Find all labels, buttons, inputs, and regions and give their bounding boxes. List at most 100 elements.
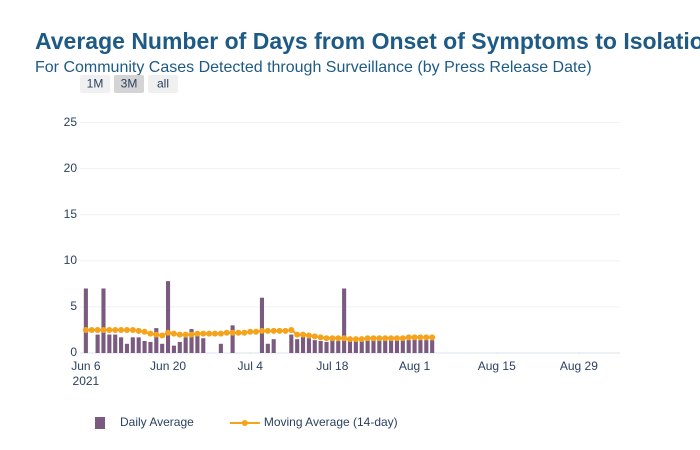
line-marker (112, 326, 119, 333)
y-tick-label: 10 (64, 253, 78, 267)
range-button[interactable]: all (148, 75, 178, 93)
bar (318, 341, 323, 353)
line-marker (264, 327, 271, 334)
bar (389, 340, 394, 353)
range-button-bg[interactable] (114, 75, 144, 93)
x-tick-label: Jul 18 (316, 359, 348, 373)
bar (430, 340, 435, 353)
x-tick-label: Jul 4 (238, 359, 264, 373)
bar (160, 343, 165, 353)
line-marker (393, 335, 400, 342)
x-tick-label: Aug 1 (399, 359, 431, 373)
bar (101, 288, 106, 353)
range-button[interactable]: 1M (80, 75, 110, 93)
line-marker (423, 334, 430, 341)
line-marker (294, 331, 301, 338)
bar (124, 343, 130, 353)
bar (119, 337, 124, 353)
line-marker (335, 335, 342, 342)
bar (377, 340, 382, 353)
bar (136, 337, 141, 353)
bar (230, 325, 235, 353)
bar (113, 334, 118, 353)
line-marker (341, 335, 348, 342)
bar (365, 340, 370, 353)
line-marker (176, 331, 183, 338)
bar (424, 340, 429, 353)
line-marker (253, 328, 260, 335)
range-button-label[interactable]: 1M (87, 77, 104, 91)
bar (259, 297, 265, 353)
bar (142, 341, 147, 353)
line-marker (159, 332, 166, 339)
line-marker (382, 335, 389, 342)
x-tick-label: Jun 6 (71, 359, 101, 373)
bar (189, 329, 194, 353)
line-marker (305, 332, 312, 339)
line-marker (317, 334, 324, 341)
bar (165, 281, 171, 353)
y-tick-label: 0 (70, 345, 77, 359)
bar (195, 335, 200, 353)
line-marker (258, 327, 265, 334)
legend-label: Moving Average (14-day) (264, 415, 398, 429)
y-tick-label: 5 (70, 299, 77, 313)
bar (324, 341, 329, 353)
line-marker (300, 331, 307, 338)
bar (400, 340, 405, 353)
line-marker (323, 335, 330, 342)
legend-swatch (95, 417, 105, 429)
line-marker (123, 326, 130, 333)
bar (295, 339, 300, 353)
line-marker (241, 329, 248, 336)
line-marker (82, 326, 89, 333)
line-marker (417, 334, 424, 341)
line-marker (129, 326, 136, 333)
bar (306, 338, 311, 353)
line-marker (347, 336, 353, 343)
bar (265, 343, 270, 353)
line-marker (165, 329, 172, 336)
bar (300, 336, 306, 353)
line-marker (100, 326, 107, 333)
chart-subtitle: For Community Cases Detected through Sur… (35, 59, 592, 76)
range-button-bg[interactable] (80, 75, 110, 93)
line-marker (217, 330, 224, 337)
line-marker (94, 326, 101, 333)
range-button-label[interactable]: all (157, 77, 169, 91)
x-tick-label: Aug 15 (478, 359, 516, 373)
line-marker (194, 330, 201, 337)
range-button[interactable]: 3M (114, 75, 144, 93)
line-marker (276, 327, 283, 334)
line-marker (364, 335, 371, 342)
line-marker (329, 335, 336, 342)
line-marker (388, 335, 395, 342)
bar (271, 339, 276, 353)
line-marker (282, 327, 289, 334)
bar (171, 345, 176, 353)
y-tick-label: 25 (64, 115, 78, 129)
range-button-label[interactable]: 3M (121, 77, 138, 91)
line-marker (399, 335, 406, 342)
bar (347, 341, 353, 353)
bar (83, 288, 88, 353)
bar (107, 334, 112, 353)
line-marker (352, 336, 359, 343)
bar (394, 339, 400, 353)
line-marker (223, 329, 230, 336)
line-marker (270, 327, 277, 334)
bar (342, 288, 347, 353)
line-marker (229, 329, 236, 336)
line-marker (135, 327, 142, 334)
bar (201, 338, 206, 353)
bar (218, 343, 223, 353)
line-marker (200, 330, 207, 337)
line-marker (376, 335, 383, 342)
bar (418, 340, 423, 353)
line-marker (188, 331, 195, 338)
line-marker (311, 333, 318, 340)
line-marker (153, 331, 160, 338)
line-marker (429, 334, 436, 341)
line-marker (88, 326, 95, 333)
range-button-bg[interactable] (148, 75, 178, 93)
